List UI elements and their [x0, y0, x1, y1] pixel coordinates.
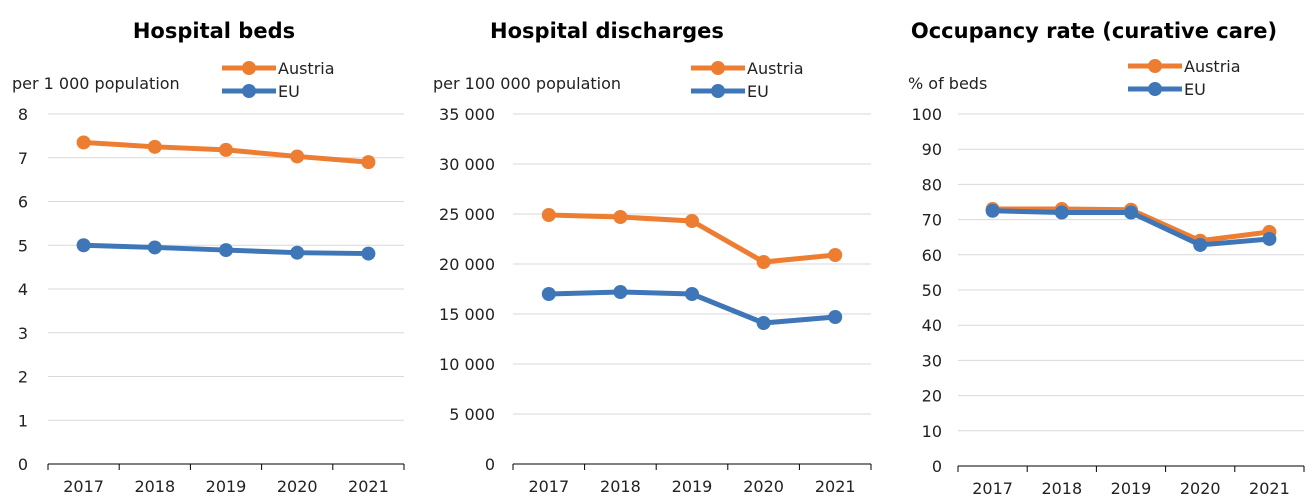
- y-tick-label: 2: [18, 368, 28, 387]
- data-point-austria: [828, 248, 843, 262]
- data-point-eu: [147, 240, 162, 255]
- chart-panel-occupancy-rate: Occupancy rate (curative care) % of beds 0…: [900, 0, 1308, 498]
- data-point-eu: [1193, 237, 1208, 252]
- chart-title: Occupancy rate (curative care): [911, 19, 1277, 43]
- legend-marker-eu: [1148, 82, 1162, 96]
- data-point-eu: [541, 287, 556, 301]
- legend-label-eu: EU: [278, 82, 300, 101]
- data-point-eu: [1124, 205, 1138, 220]
- y-tick-label: 20 000: [439, 255, 495, 274]
- chart-panel-hospital-beds: Hospital beds per 1 000 population 0 1 2 3 4 5 6…: [0, 0, 420, 498]
- x-tick-label: 2020: [277, 477, 318, 496]
- legend-label-eu: EU: [747, 82, 769, 101]
- x-tick-label: 2021: [815, 477, 856, 496]
- y-tick-label: 6: [18, 193, 28, 212]
- y-tick-label: 10 000: [439, 355, 495, 374]
- x-tick-label: 2017: [972, 479, 1013, 498]
- x-tick-label: 2021: [1249, 479, 1290, 498]
- data-point-austria: [541, 208, 556, 222]
- data-point-austria: [147, 139, 162, 154]
- y-tick-label: 8: [18, 105, 28, 124]
- legend-marker-eu: [242, 84, 256, 98]
- y-tick-label: 35 000: [439, 105, 495, 124]
- y-tick-label: 70: [922, 211, 942, 230]
- data-point-eu: [1054, 205, 1069, 220]
- data-point-austria: [361, 155, 376, 170]
- y-tick-label: 90: [922, 140, 942, 159]
- legend-marker-austria: [242, 61, 256, 75]
- data-point-austria: [756, 255, 771, 269]
- legend-label-eu: EU: [1184, 80, 1206, 99]
- data-point-eu: [985, 203, 1000, 218]
- chart-panel-hospital-discharges: Hospital discharges per 100 000 populatio…: [425, 0, 875, 498]
- legend-label-austria: Austria: [747, 59, 804, 78]
- data-point-eu: [613, 285, 628, 299]
- data-point-austria: [613, 210, 628, 224]
- y-tick-label: 20: [922, 387, 942, 406]
- y-tick-label: 1: [18, 411, 28, 430]
- data-point-austria: [219, 142, 233, 157]
- data-point-austria: [76, 135, 91, 150]
- x-tick-label: 2018: [1041, 479, 1082, 498]
- data-point-eu: [685, 287, 699, 301]
- y-tick-label: 25 000: [439, 205, 495, 224]
- y-tick-label: 15 000: [439, 305, 495, 324]
- legend-label-austria: Austria: [1184, 57, 1241, 76]
- x-tick-label: 2021: [348, 477, 389, 496]
- x-tick-label: 2019: [672, 477, 713, 496]
- y-tick-label: 60: [922, 246, 942, 265]
- y-tick-label: 0: [485, 455, 495, 474]
- hospital-discharges-chart: Hospital discharges per 100 000 populatio…: [433, 19, 872, 496]
- data-point-austria: [290, 149, 305, 164]
- x-tick-label: 2018: [600, 477, 641, 496]
- y-tick-label: 30: [922, 351, 942, 370]
- y-tick-label: 30 000: [439, 155, 495, 174]
- hospital-beds-chart: Hospital beds per 1 000 population 0 1 2 3 4 5 6…: [12, 19, 405, 496]
- y-tick-label: 7: [18, 149, 28, 168]
- x-tick-label: 2018: [134, 477, 175, 496]
- legend-marker-eu: [711, 84, 725, 98]
- y-tick-label: 5 000: [449, 405, 495, 424]
- y-axis-unit-label: per 100 000 population: [433, 74, 621, 93]
- y-tick-label: 0: [932, 457, 942, 476]
- chart-title: Hospital discharges: [490, 19, 724, 43]
- x-tick-label: 2017: [63, 477, 104, 496]
- y-tick-label: 100: [911, 105, 942, 124]
- data-point-eu: [76, 238, 91, 253]
- y-tick-label: 10: [922, 422, 942, 441]
- data-point-eu: [219, 243, 233, 258]
- legend-marker-austria: [1148, 59, 1162, 73]
- data-point-eu: [1262, 231, 1277, 246]
- y-tick-label: 4: [18, 280, 28, 299]
- x-tick-label: 2017: [528, 477, 569, 496]
- y-tick-label: 5: [18, 236, 28, 255]
- y-tick-label: 50: [922, 281, 942, 300]
- chart-title: Hospital beds: [133, 19, 295, 43]
- y-axis-unit-label: per 1 000 population: [12, 74, 180, 93]
- y-axis-unit-label: % of beds: [908, 74, 987, 93]
- legend-label-austria: Austria: [278, 59, 335, 78]
- occupancy-rate-chart: Occupancy rate (curative care) % of beds 0…: [908, 19, 1305, 498]
- x-tick-label: 2019: [1111, 479, 1152, 498]
- data-point-eu: [290, 245, 305, 260]
- legend-marker-austria: [711, 61, 725, 75]
- data-point-eu: [756, 316, 771, 330]
- y-tick-label: 0: [18, 455, 28, 474]
- data-point-eu: [828, 310, 843, 324]
- y-tick-label: 40: [922, 316, 942, 335]
- x-tick-label: 2020: [1180, 479, 1221, 498]
- x-tick-label: 2019: [206, 477, 247, 496]
- data-point-eu: [361, 246, 376, 261]
- data-point-austria: [685, 214, 699, 228]
- x-tick-label: 2020: [743, 477, 784, 496]
- y-tick-label: 80: [922, 175, 942, 194]
- y-tick-label: 3: [18, 324, 28, 343]
